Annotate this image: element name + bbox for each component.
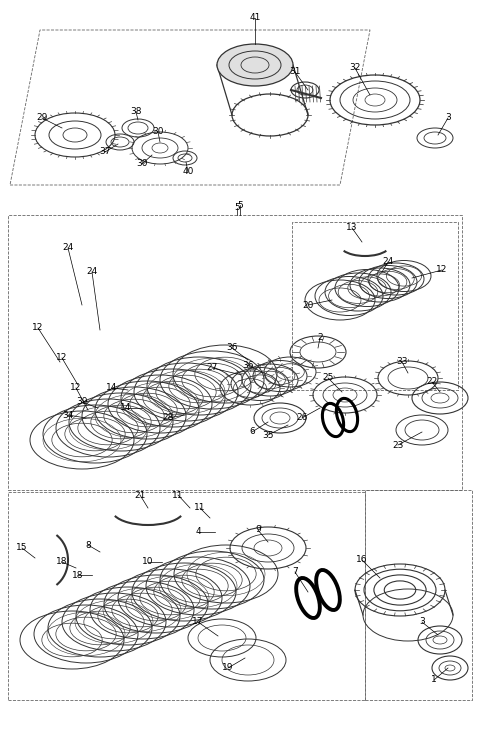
- Text: 20: 20: [302, 301, 314, 310]
- Text: 19: 19: [222, 663, 234, 672]
- Text: 3: 3: [445, 113, 451, 122]
- Text: 18: 18: [72, 571, 84, 580]
- Text: 13: 13: [346, 224, 358, 233]
- Text: 30: 30: [136, 160, 148, 169]
- Text: 25: 25: [322, 374, 334, 383]
- Text: 18: 18: [56, 557, 68, 566]
- Text: 24: 24: [86, 268, 97, 277]
- Text: 38: 38: [130, 107, 142, 116]
- Text: 15: 15: [16, 544, 28, 553]
- Text: 41: 41: [249, 13, 261, 22]
- Text: 34: 34: [62, 410, 74, 419]
- Text: 14: 14: [106, 383, 118, 392]
- Text: 10: 10: [142, 557, 154, 566]
- Text: 37: 37: [99, 148, 111, 157]
- Text: 16: 16: [356, 556, 368, 565]
- Text: 11: 11: [194, 504, 206, 513]
- Text: 39: 39: [76, 398, 88, 407]
- Text: 40: 40: [182, 168, 194, 177]
- Text: 21: 21: [134, 491, 146, 500]
- Text: 14: 14: [120, 404, 132, 413]
- Text: 2: 2: [317, 333, 323, 342]
- Text: 7: 7: [292, 568, 298, 577]
- Text: 12: 12: [32, 324, 44, 333]
- Text: 28: 28: [162, 413, 174, 422]
- Text: 12: 12: [70, 383, 82, 392]
- Text: 9: 9: [255, 525, 261, 534]
- Text: 31: 31: [289, 67, 301, 77]
- Text: 23: 23: [392, 440, 404, 450]
- Text: 17: 17: [192, 618, 204, 627]
- Text: 22: 22: [426, 377, 438, 386]
- Text: 8: 8: [85, 541, 91, 550]
- Text: 6: 6: [249, 427, 255, 436]
- Text: 11: 11: [172, 491, 184, 500]
- Text: 1: 1: [431, 675, 437, 685]
- Text: 4: 4: [195, 527, 201, 536]
- Text: 5: 5: [234, 204, 240, 213]
- Text: 12: 12: [56, 354, 68, 363]
- Text: 26: 26: [296, 413, 308, 422]
- Text: 30: 30: [152, 128, 164, 137]
- Text: 35: 35: [262, 430, 274, 439]
- Text: 24: 24: [62, 243, 73, 252]
- Text: 36: 36: [226, 343, 238, 353]
- Text: 29: 29: [36, 113, 48, 122]
- Text: 24: 24: [383, 257, 394, 266]
- Text: 36: 36: [242, 360, 254, 369]
- Text: 27: 27: [206, 363, 218, 372]
- Text: 12: 12: [436, 266, 448, 275]
- Ellipse shape: [217, 44, 293, 86]
- Text: 3: 3: [419, 618, 425, 627]
- Text: 5: 5: [237, 201, 243, 210]
- Text: 32: 32: [349, 63, 360, 72]
- Text: 33: 33: [396, 357, 408, 366]
